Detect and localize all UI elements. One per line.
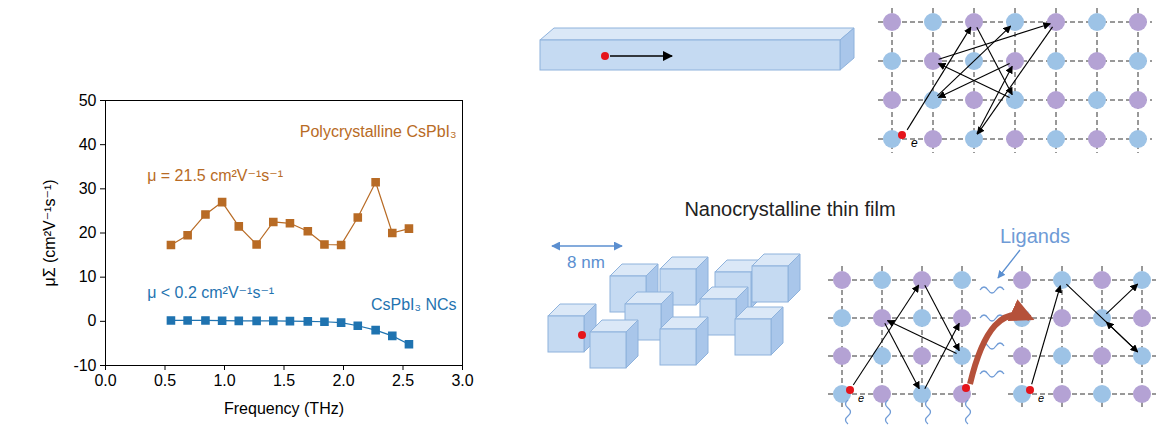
svg-text:Polycrystalline CsPbI₃: Polycrystalline CsPbI₃ xyxy=(300,123,457,140)
svg-text:μ = 21.5 cm²V⁻¹s⁻¹: μ = 21.5 cm²V⁻¹s⁻¹ xyxy=(147,167,283,184)
svg-text:0.0: 0.0 xyxy=(94,372,116,389)
svg-text:e: e xyxy=(858,392,864,404)
svg-text:Nanocrystalline thin film: Nanocrystalline thin film xyxy=(684,198,895,220)
svg-text:CsPbI₃ NCs: CsPbI₃ NCs xyxy=(371,296,457,313)
svg-text:e: e xyxy=(911,136,918,150)
svg-text:0: 0 xyxy=(88,312,97,329)
svg-text:2.5: 2.5 xyxy=(392,372,414,389)
svg-text:μΣ (cm²V⁻¹s⁻¹): μΣ (cm²V⁻¹s⁻¹) xyxy=(41,179,58,286)
svg-text:1.5: 1.5 xyxy=(273,372,295,389)
svg-text:0.5: 0.5 xyxy=(154,372,176,389)
svg-text:10: 10 xyxy=(79,268,97,285)
svg-text:8 nm: 8 nm xyxy=(567,253,605,272)
svg-text:40: 40 xyxy=(79,136,97,153)
svg-text:3.0: 3.0 xyxy=(451,372,473,389)
svg-text:20: 20 xyxy=(79,224,97,241)
svg-text:μ < 0.2 cm²V⁻¹s⁻¹: μ < 0.2 cm²V⁻¹s⁻¹ xyxy=(147,284,274,301)
svg-text:50: 50 xyxy=(79,92,97,109)
svg-text:1.0: 1.0 xyxy=(213,372,235,389)
svg-text:30: 30 xyxy=(79,180,97,197)
svg-text:Frequency (THz): Frequency (THz) xyxy=(224,400,344,417)
svg-text:Ligands: Ligands xyxy=(1000,225,1070,247)
svg-text:-10: -10 xyxy=(73,357,96,374)
svg-text:2.0: 2.0 xyxy=(332,372,354,389)
svg-text:e: e xyxy=(1038,392,1044,404)
